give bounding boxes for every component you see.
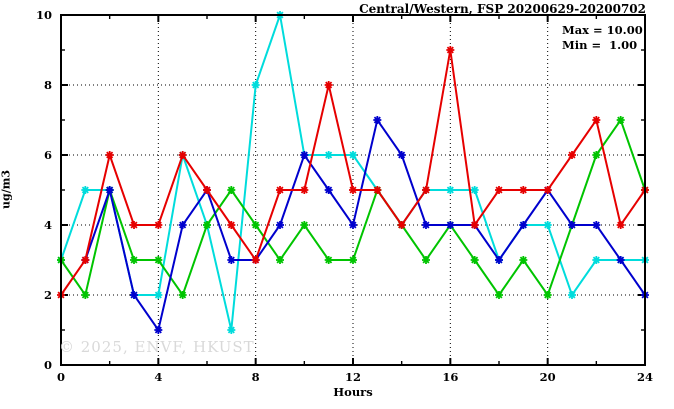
series-green-marker (178, 291, 187, 299)
series-red-marker (81, 256, 90, 264)
legend-min: Min = 1.00 (562, 38, 638, 52)
series-blue-marker (300, 151, 309, 159)
series-red-marker (105, 151, 114, 159)
legend: Max = 10.00 Min = 1.00 (562, 23, 643, 53)
series-blue-marker (154, 326, 163, 334)
series-blue-marker (616, 256, 625, 264)
tick-label: 10 (36, 8, 52, 22)
series-green-marker (276, 256, 284, 264)
series-red-marker (470, 221, 479, 229)
series-green-marker (203, 221, 211, 229)
series-cyan-marker (154, 291, 163, 299)
series-red-marker (276, 186, 284, 194)
series-blue-marker (592, 221, 601, 229)
series-red-marker (616, 221, 625, 229)
series-green-marker (81, 291, 90, 299)
tick-label: 8 (252, 370, 260, 384)
series-red-marker (422, 186, 430, 194)
series-cyan-marker (349, 151, 357, 159)
plot-border (60, 14, 646, 366)
series-red-marker (324, 81, 333, 89)
series-green-marker (616, 116, 625, 124)
tick-label: 24 (637, 370, 653, 384)
series-red-marker (397, 221, 406, 229)
series-green-marker (349, 256, 357, 264)
series-blue-marker (227, 256, 236, 264)
series-red-marker (178, 151, 187, 159)
series-blue-marker (373, 116, 382, 124)
series-blue-marker (105, 186, 114, 194)
series-red-marker (300, 186, 309, 194)
series-green-marker (324, 256, 333, 264)
series-red-marker (130, 221, 138, 229)
series-cyan-marker (592, 256, 601, 264)
series-blue-marker (446, 221, 455, 229)
series-blue-marker (324, 186, 333, 194)
series-green-marker (227, 186, 236, 194)
series-cyan-line (60, 11, 645, 331)
tick-label: 2 (44, 288, 52, 302)
tick-label: 0 (57, 370, 65, 384)
series-cyan-marker (324, 151, 333, 159)
tick-label: 16 (442, 370, 458, 384)
tick-label: 6 (44, 148, 52, 162)
tick-label: 4 (154, 370, 162, 384)
series-cyan-marker (543, 221, 552, 229)
series-red (57, 46, 649, 299)
series-cyan-marker (568, 291, 576, 299)
series-red-marker (519, 186, 528, 194)
y-axis-label: ug/m3 (0, 170, 13, 209)
series-blue-marker (349, 221, 357, 229)
x-axis-label: Hours (333, 385, 373, 399)
series-cyan-marker (251, 81, 260, 89)
series-green-marker (251, 221, 260, 229)
series-cyan-marker (81, 186, 90, 194)
series-blue-marker (276, 221, 284, 229)
series-blue-marker (519, 221, 528, 229)
tick-label: 12 (345, 370, 361, 384)
series-red-marker (203, 186, 211, 194)
series-blue-marker (568, 221, 576, 229)
series-red-marker (446, 46, 455, 54)
series-cyan-marker (446, 186, 455, 194)
tick-label: 20 (540, 370, 556, 384)
series-red-marker (251, 256, 260, 264)
series-red-marker (154, 221, 163, 229)
series-red-marker (592, 116, 601, 124)
series-blue-marker (397, 151, 406, 159)
series-cyan-marker (227, 326, 236, 334)
series-blue-line (84, 117, 646, 333)
series-green-marker (130, 256, 138, 264)
series-green-marker (519, 256, 528, 264)
series-green-marker (543, 291, 552, 299)
series-red-marker (543, 186, 552, 194)
series-green-marker (592, 151, 601, 159)
series-green-marker (154, 256, 163, 264)
legend-max: Max = 10.00 (562, 23, 643, 37)
plot-frame (60, 14, 646, 366)
series-red-marker (568, 151, 576, 159)
tick-label: 8 (44, 78, 52, 92)
tick-label: 4 (44, 218, 52, 232)
series-green-marker (470, 256, 479, 264)
chart-title: Central/Western, FSP 20200629-20200702 (359, 2, 646, 16)
series-green-marker (495, 291, 503, 299)
series-blue-marker (495, 256, 503, 264)
series-blue-marker (422, 221, 430, 229)
series-red-marker (349, 186, 357, 194)
series-green-marker (300, 221, 309, 229)
tick-label: 0 (44, 358, 52, 372)
watermark: © 2025, ENVF, HKUST (59, 338, 255, 356)
series-blue-marker (178, 221, 187, 229)
series-green-marker (422, 256, 430, 264)
series-red-marker (227, 221, 236, 229)
series-blue-marker (130, 291, 138, 299)
series-red-marker (373, 186, 382, 194)
series-cyan-marker (470, 186, 479, 194)
series-red-marker (495, 186, 503, 194)
